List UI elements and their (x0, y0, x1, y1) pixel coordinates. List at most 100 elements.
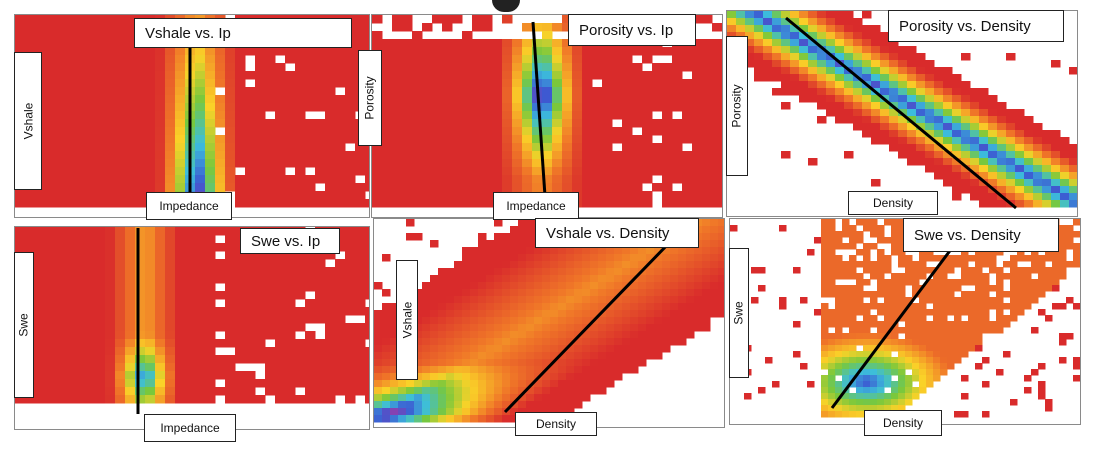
heatmap-cell (772, 32, 782, 40)
heatmap-cell (670, 324, 679, 332)
heatmap-cell (502, 394, 511, 402)
heatmap-cell (55, 127, 66, 136)
heatmap-cell (692, 95, 703, 104)
heatmap-cell (572, 135, 583, 144)
heatmap-cell (1010, 303, 1018, 310)
heatmap-cell (912, 261, 920, 268)
heatmap-cell (95, 39, 106, 48)
heatmap-cell (592, 95, 603, 104)
heatmap-cell (582, 71, 593, 80)
heatmap-cell (55, 79, 66, 88)
heatmap-cell (863, 363, 871, 370)
heatmap-cell (452, 55, 463, 64)
heatmap-cell (853, 18, 863, 26)
heatmap-cell (45, 71, 56, 80)
heatmap-cell (891, 249, 899, 256)
heatmap-cell (75, 363, 86, 372)
heatmap-cell (870, 363, 878, 370)
heatmap-cell (482, 111, 493, 120)
heatmap-cell (630, 359, 639, 367)
heatmap-cell (772, 18, 782, 26)
heatmap-cell (526, 338, 535, 346)
heatmap-cell (988, 109, 998, 117)
heatmap-cell (185, 235, 196, 244)
heatmap-cell (884, 381, 892, 388)
heatmap-cell (542, 275, 551, 283)
heatmap-cell (175, 55, 186, 64)
heatmap-cell (558, 380, 567, 388)
heatmap-cell (438, 338, 447, 346)
heatmap-cell (452, 15, 463, 24)
heatmap-cell (880, 39, 890, 47)
heatmap-cell (245, 315, 256, 324)
heatmap-cell (997, 172, 1007, 180)
heatmap-cell (510, 352, 519, 360)
heatmap-cell (891, 357, 899, 364)
heatmap-cell (255, 71, 266, 80)
heatmap-cell (85, 387, 96, 396)
heatmap-cell (305, 395, 316, 404)
heatmap-cell (145, 347, 156, 356)
heatmap-cell (550, 282, 559, 290)
heatmap-cell (842, 321, 850, 328)
heatmap-cell (1024, 144, 1034, 152)
heatmap-cell (462, 310, 471, 318)
heatmap-cell (355, 183, 366, 192)
heatmap-cell (925, 144, 935, 152)
heatmap-cell (45, 267, 56, 276)
heatmap-cell (245, 127, 256, 136)
heatmap-cell (438, 394, 447, 402)
heatmap-cell (952, 179, 962, 187)
heatmap-cell (526, 331, 535, 339)
heatmap-cell (85, 23, 96, 32)
heatmap-cell (518, 233, 527, 241)
heatmap-cell (55, 71, 66, 80)
heatmap-cell (522, 47, 533, 56)
heatmap-cell (835, 109, 845, 117)
heatmap-cell (382, 191, 393, 200)
heatmap-cell (295, 355, 306, 364)
heatmap-cell (925, 116, 935, 124)
heatmap-cell (105, 243, 116, 252)
heatmap-cell (622, 275, 631, 283)
heatmap-cell (532, 23, 543, 32)
heatmap-cell (135, 183, 146, 192)
heatmap-cell (835, 309, 843, 316)
heatmap-cell (558, 303, 567, 311)
heatmap-cell (486, 380, 495, 388)
heatmap-cell (606, 247, 615, 255)
heatmap-cell (382, 310, 391, 318)
heatmap-cell (438, 387, 447, 395)
heatmap-cell (582, 183, 593, 192)
heatmap-cell (1024, 186, 1034, 194)
heatmap-cell (422, 183, 433, 192)
heatmap-cell (355, 347, 366, 356)
heatmap-cell (512, 135, 523, 144)
heatmap-cell (662, 247, 671, 255)
heatmap-cell (678, 324, 687, 332)
heatmap-cell (345, 291, 356, 300)
heatmap-cell (1069, 179, 1077, 187)
heatmap-cell (925, 74, 935, 82)
heatmap-cell (602, 143, 613, 152)
heatmap-cell (55, 227, 66, 236)
heatmap-cell (125, 47, 136, 56)
heatmap-cell (472, 199, 483, 208)
heatmap-cell (745, 18, 755, 26)
heatmap-cell (285, 199, 296, 208)
heatmap-cell (1006, 179, 1016, 187)
heatmap-cell (862, 60, 872, 68)
heatmap-cell (630, 331, 639, 339)
heatmap-cell (382, 317, 391, 325)
heatmap-cell (592, 183, 603, 192)
heatmap-cell (926, 297, 934, 304)
heatmap-cell (542, 31, 553, 40)
heatmap-cell (592, 143, 603, 152)
heatmap-cell (275, 363, 286, 372)
heatmap-cell (145, 275, 156, 284)
heatmap-cell (1015, 137, 1025, 145)
heatmap-cell (702, 310, 711, 318)
heatmap-cell (275, 283, 286, 292)
heatmap-cell (574, 387, 583, 395)
heatmap-cell (572, 183, 583, 192)
